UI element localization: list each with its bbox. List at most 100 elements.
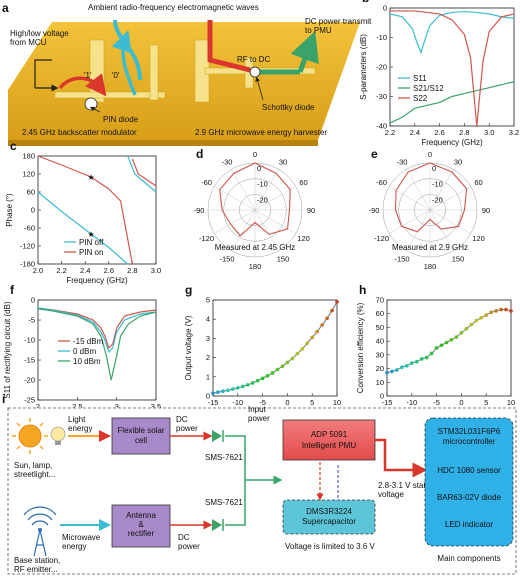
polar-angle-label: 30 [279, 158, 287, 167]
polar-angle-label: 90 [307, 206, 315, 215]
panel-letter-b: b [362, 0, 369, 5]
component-sensor: HDC 1080 sensor [437, 466, 501, 475]
x-tick-label: 0 [459, 398, 463, 407]
data-point [240, 384, 245, 389]
data-point [270, 371, 275, 375]
panel-i: i Sun, lamp, streetlight... Base station,… [2, 392, 517, 575]
panel-letter-d: d [196, 147, 203, 161]
solar-cell-label: Flexible solar cell [117, 426, 164, 445]
component-led: LED indicator [445, 520, 493, 529]
polar-angle-label: -30 [222, 158, 233, 167]
schottky-diode-marker [249, 66, 261, 78]
panel-c: c 2.0 2.2 2.4 2.6 2.8 3.0 180 120 60 0 -60 -120 -180 F… [5, 139, 161, 285]
bit-one-label: '1' [84, 71, 92, 80]
sms-label-2: SMS-7621 [205, 498, 243, 507]
polar-ring-label: -10 [432, 180, 443, 189]
pmu-box [282, 419, 376, 461]
y-tick-label: -20 [24, 376, 35, 385]
x-tick-label: 2.0 [33, 266, 43, 275]
x-axis-label: Frequency (GHz) [66, 276, 128, 285]
marker-star: ★ [88, 230, 95, 239]
polar-ring-label: -20 [432, 195, 443, 204]
light-energy-label: Light energy [68, 415, 92, 433]
data-point [211, 391, 215, 395]
base-station-icon [23, 506, 57, 557]
polar-pattern [394, 162, 468, 233]
data-point [504, 307, 508, 312]
sms-label-1: SMS-7621 [205, 453, 243, 462]
polar-pattern [219, 162, 291, 237]
panel-letter-g: g [185, 283, 192, 297]
legend-entry: PIN on [79, 248, 103, 257]
data-point [231, 387, 235, 391]
y-tick-label: 50 [376, 323, 384, 332]
polar-ring-label: -10 [257, 180, 268, 189]
data-point [285, 360, 290, 365]
data-point [300, 347, 305, 351]
data-point [290, 356, 295, 361]
y-tick-label: -5 [28, 316, 35, 325]
series-line [386, 309, 512, 374]
x-tick-label: 0 [285, 398, 289, 407]
polar-angle-label: 30 [454, 158, 462, 167]
data-point [494, 309, 498, 313]
pcb-board [8, 22, 360, 140]
data-point [255, 378, 260, 383]
y-tick-label: -120 [20, 242, 35, 251]
data-point [226, 388, 230, 393]
dc-transmit-label: DC power transmit to PMU [305, 17, 372, 35]
data-point [305, 341, 310, 346]
x-tick-label: 3.0 [484, 128, 494, 137]
y-tick-label: -20 [376, 63, 387, 72]
series-line [37, 307, 157, 350]
ambient-waves-label: Ambient radio-frequency electromagnetic … [88, 3, 259, 12]
data-point [325, 316, 329, 321]
x-tick-label: -15 [208, 398, 219, 407]
data-point [449, 337, 454, 342]
series-line [37, 307, 157, 354]
y-tick-label: -60 [24, 224, 35, 233]
marker-star: ★ [88, 173, 95, 182]
polar-angle-label: 0 [428, 150, 432, 159]
polar-angle-label: 120 [472, 234, 485, 243]
polar-ring-label: -20 [257, 195, 268, 204]
polar-angle-label: 60 [474, 178, 482, 187]
legend-entry: S22 [413, 94, 428, 103]
polar-ring-label: 0 [432, 164, 436, 173]
voltage-limit-label: Voltage is limited to 3.6 V [285, 542, 375, 551]
stable-voltage-label: 2.8-3.1 V stable voltage [378, 481, 435, 499]
y-tick-label: -30 [376, 92, 387, 101]
data-point [509, 309, 513, 313]
data-point [330, 308, 334, 313]
polar-angle-label: -60 [376, 178, 387, 187]
y-axis-label: Conversion efficiency (%) [356, 302, 365, 393]
data-point [310, 335, 315, 340]
data-point [410, 361, 414, 365]
data-point [444, 340, 449, 345]
x-tick-label: 3.0 [151, 266, 161, 275]
polar-angle-label: -90 [194, 206, 205, 215]
panel-letter-h: h [359, 283, 366, 297]
y-tick-label: -180 [20, 260, 35, 269]
rectifier-box [111, 504, 171, 548]
x-tick-label: 2.4 [80, 266, 90, 275]
component-mcu: STM32L031F6P6 microcontroller [438, 427, 501, 446]
data-point [250, 381, 255, 385]
y-tick-label: 60 [27, 188, 35, 197]
x-tick-label: -5 [433, 398, 440, 407]
x-tick-label: 2.4 [410, 128, 420, 137]
polar-angle-label: 180 [249, 262, 262, 271]
supercap-label: DMS3R3224 Supercapacitor [302, 507, 356, 526]
data-point [395, 368, 399, 372]
panel-f: f22.533.50-5-10-15-20-25Frequency (GHz)S… [3, 283, 161, 421]
series-line [37, 155, 157, 265]
y-tick-label: 10 [376, 378, 384, 387]
polar-ring-label: 0 [257, 164, 261, 173]
x-tick-label: -10 [232, 398, 243, 407]
polar-angle-label: 60 [299, 178, 307, 187]
legend-entry: S11 [413, 74, 427, 83]
data-point [390, 369, 394, 374]
data-point [474, 318, 479, 323]
panel-letter-c: c [10, 139, 17, 153]
